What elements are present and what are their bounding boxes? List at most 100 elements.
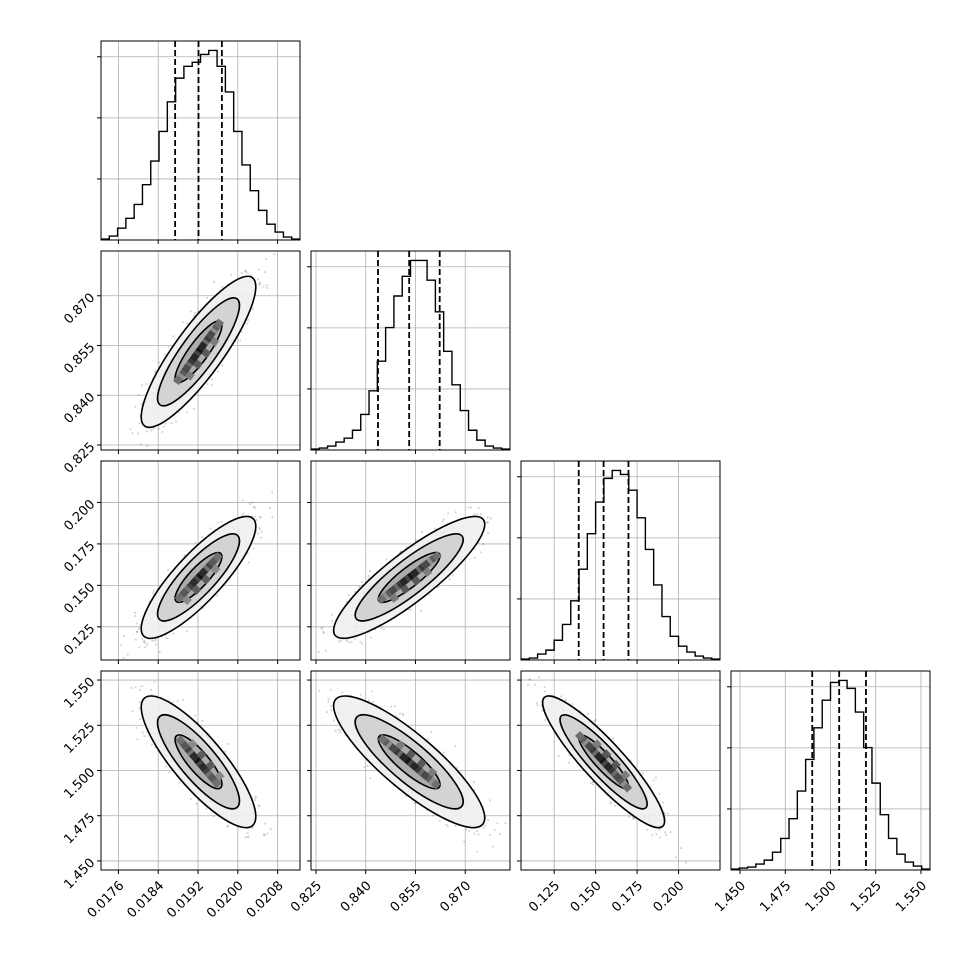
sample-point — [148, 601, 151, 603]
sample-point — [409, 608, 412, 611]
sample-point — [467, 506, 470, 509]
sample-point — [134, 686, 137, 689]
y-tick-label: 0.870 — [61, 290, 98, 327]
sample-point — [257, 268, 260, 271]
sample-point — [141, 637, 144, 640]
sample-point — [358, 585, 360, 588]
density-cell — [205, 329, 216, 340]
sample-point — [209, 527, 212, 530]
sample-point — [257, 278, 259, 281]
sample-point — [428, 594, 431, 596]
sample-point — [138, 646, 141, 649]
sample-point — [246, 552, 249, 555]
sample-point — [224, 750, 227, 753]
panel-content-3-0 — [101, 671, 300, 873]
sample-point — [217, 521, 220, 524]
sample-point — [194, 314, 196, 317]
density-cell — [409, 568, 420, 579]
sample-point — [265, 284, 268, 286]
sample-point — [477, 541, 480, 544]
sample-point — [141, 384, 143, 387]
sample-point — [258, 515, 261, 518]
panel-content-0-0 — [101, 41, 300, 240]
sample-point — [143, 735, 146, 737]
sample-point — [144, 641, 147, 644]
sample-point — [263, 834, 266, 837]
sample-point — [251, 308, 254, 310]
sample-point — [165, 765, 168, 768]
sample-point — [189, 310, 192, 313]
sample-point — [221, 285, 224, 288]
sample-point — [220, 520, 223, 523]
sample-point — [348, 641, 351, 644]
density-cell — [181, 363, 192, 374]
histogram-step — [101, 49, 300, 240]
sample-point — [322, 630, 325, 633]
sample-point — [434, 528, 437, 530]
sample-point — [246, 322, 249, 325]
sample-point — [406, 546, 409, 549]
sample-point — [253, 506, 256, 509]
sample-point — [347, 594, 350, 596]
sample-point — [206, 383, 209, 385]
sample-point — [247, 835, 250, 838]
sample-point — [485, 521, 488, 524]
density-cell — [191, 584, 202, 595]
sample-point — [164, 637, 167, 640]
sample-point — [197, 310, 200, 313]
sample-point — [150, 429, 153, 432]
density-cell — [389, 593, 400, 603]
sample-point — [245, 271, 248, 274]
sample-point — [476, 513, 478, 516]
panel-frame — [520, 460, 721, 661]
sample-point — [252, 547, 255, 550]
density-cell — [411, 575, 422, 586]
sample-point — [266, 287, 269, 289]
sample-point — [367, 574, 370, 577]
sample-point — [153, 639, 156, 642]
sample-point — [171, 701, 174, 704]
sample-point — [265, 258, 267, 260]
sample-point — [247, 319, 250, 321]
sample-point — [163, 425, 165, 428]
sample-point — [221, 364, 224, 367]
y-tick-label: 0.175 — [61, 539, 98, 576]
sample-point — [271, 871, 273, 873]
sample-point — [166, 637, 169, 639]
sample-point — [345, 638, 348, 641]
density-cell — [182, 595, 192, 606]
sample-point — [487, 521, 489, 524]
sample-point — [480, 551, 483, 554]
sample-point — [259, 536, 262, 539]
sample-point — [242, 512, 245, 515]
sample-point — [451, 574, 454, 577]
sample-point — [322, 632, 325, 634]
sample-point — [136, 630, 139, 633]
sample-point — [137, 628, 140, 630]
sample-point — [523, 512, 525, 514]
sample-point — [321, 627, 324, 629]
sample-point — [164, 634, 167, 636]
sample-point — [143, 639, 146, 642]
density-cell — [212, 551, 223, 562]
density-core — [174, 551, 223, 606]
sample-point — [183, 554, 186, 557]
density-cell — [197, 341, 208, 352]
sample-point — [264, 822, 266, 825]
sample-point — [382, 628, 385, 631]
sample-point — [448, 578, 451, 581]
sample-point — [436, 586, 439, 589]
sample-point — [161, 431, 164, 433]
sample-point — [152, 592, 155, 595]
sample-point — [354, 590, 356, 593]
sample-point — [192, 407, 195, 410]
sample-point — [170, 422, 173, 425]
sample-point — [201, 536, 203, 539]
sample-point — [164, 422, 167, 425]
sample-point — [177, 411, 180, 413]
sample-point — [213, 281, 215, 283]
sample-point — [244, 269, 246, 272]
sample-point — [237, 826, 240, 829]
sample-point — [486, 516, 489, 519]
sample-point — [258, 526, 261, 529]
